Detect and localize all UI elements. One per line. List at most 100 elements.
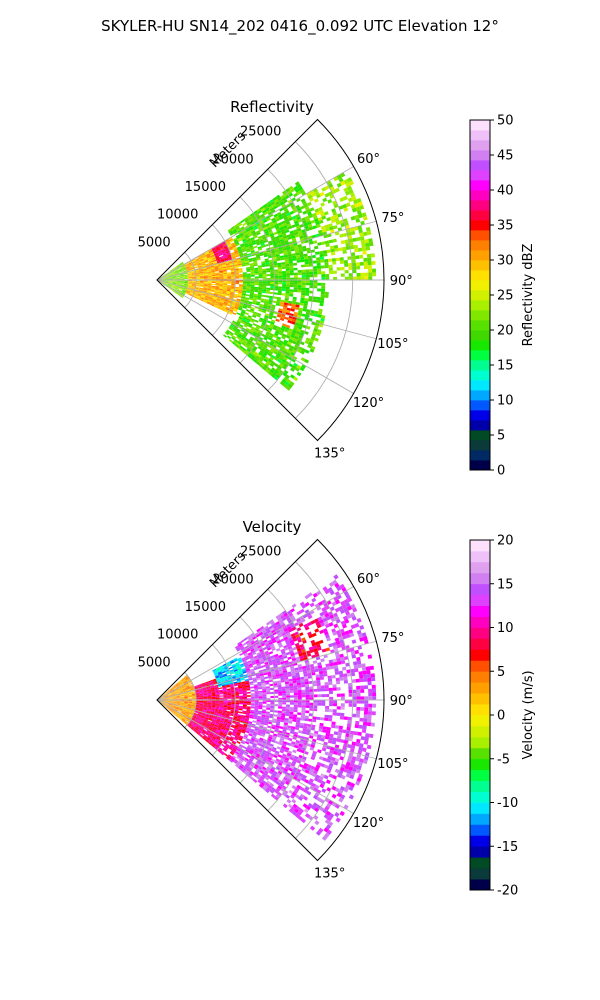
radar-cell xyxy=(241,716,246,719)
radar-cell xyxy=(199,283,204,285)
radar-cell xyxy=(237,318,243,322)
azimuth-gridline xyxy=(156,166,354,281)
radar-cell xyxy=(277,682,282,686)
radar-cell xyxy=(319,191,325,197)
radar-cell xyxy=(359,232,364,237)
radar-cell xyxy=(187,272,192,274)
radar-cell xyxy=(247,324,252,328)
radar-cell xyxy=(188,716,192,719)
radar-cell xyxy=(168,703,172,706)
radar-cell xyxy=(289,210,295,215)
radar-cell xyxy=(188,277,193,279)
radar-cell xyxy=(197,263,202,266)
radar-cell xyxy=(200,726,204,729)
radar-cell xyxy=(199,718,204,721)
radar-cell xyxy=(274,363,279,368)
radar-cell xyxy=(180,278,185,280)
radar-cell xyxy=(253,260,258,263)
radar-cell xyxy=(203,285,208,288)
radar-cell xyxy=(163,284,167,287)
radar-cell xyxy=(256,664,262,668)
radar-cell xyxy=(201,713,206,716)
radar-cell xyxy=(248,301,253,304)
radar-cell xyxy=(281,335,286,340)
radar-cell xyxy=(260,722,265,725)
radar-cell xyxy=(237,263,242,266)
radar-cell xyxy=(259,746,265,750)
radar-cell xyxy=(190,290,195,293)
radar-cell xyxy=(172,275,177,277)
radar-cell xyxy=(205,253,210,256)
radar-cell xyxy=(239,275,244,278)
radar-cell xyxy=(273,714,278,717)
radar-cell xyxy=(266,225,271,229)
radar-cell xyxy=(259,671,264,675)
radar-cell xyxy=(348,189,354,194)
radar-cell xyxy=(211,701,216,702)
radar-cell xyxy=(215,300,220,303)
radar-cell xyxy=(196,701,200,703)
radar-cell xyxy=(242,689,247,691)
radar-cell xyxy=(268,240,273,244)
radar-cell xyxy=(182,267,186,270)
radar-cell xyxy=(319,256,324,260)
radar-cell xyxy=(245,246,250,250)
radar-cell xyxy=(245,762,250,767)
radar-cell xyxy=(168,704,172,706)
radar-cell xyxy=(182,687,186,690)
radar-cell xyxy=(179,284,184,287)
radar-cell xyxy=(215,690,219,692)
radar-cell xyxy=(218,268,223,271)
radar-cell xyxy=(211,269,215,272)
radar-cell xyxy=(170,708,174,711)
radar-cell xyxy=(194,291,199,294)
radar-cell xyxy=(192,282,196,284)
radar-cell xyxy=(176,282,181,283)
radar-cell xyxy=(190,711,194,714)
radar-cell xyxy=(221,726,226,730)
radar-cell xyxy=(271,209,276,214)
radar-cell xyxy=(258,646,263,651)
radar-cell xyxy=(166,706,170,710)
radar-cell xyxy=(174,708,178,711)
radar-cell xyxy=(231,321,236,325)
radar-cell xyxy=(284,298,289,301)
radar-cell xyxy=(211,270,216,273)
radar-cell xyxy=(211,271,216,274)
radar-cell xyxy=(224,730,229,734)
radar-cell xyxy=(220,678,225,681)
colorbar-swatch xyxy=(470,300,490,311)
radar-cell xyxy=(283,224,288,229)
radar-cell xyxy=(282,250,288,254)
radar-cell xyxy=(181,292,186,295)
radar-cell xyxy=(241,657,246,661)
radar-cell xyxy=(217,727,222,730)
radar-cell xyxy=(164,275,168,278)
radar-cell xyxy=(175,286,180,288)
radar-cell xyxy=(215,731,220,735)
radar-cell xyxy=(164,695,168,698)
radar-cell xyxy=(190,686,194,689)
radar-cell xyxy=(230,291,235,294)
radar-cell xyxy=(271,737,277,741)
radar-cell xyxy=(254,219,259,224)
radar-cell xyxy=(269,687,274,691)
radar-cell xyxy=(284,218,290,223)
radar-cell xyxy=(220,308,225,312)
radar-cell xyxy=(293,311,299,315)
radar-cell xyxy=(233,669,238,672)
radar-cell xyxy=(181,686,186,689)
radar-cell xyxy=(186,718,191,722)
radar-cell xyxy=(279,255,285,259)
radar-cell xyxy=(199,284,204,286)
radar-cell xyxy=(285,291,290,294)
radar-cell xyxy=(222,266,227,269)
radar-cell xyxy=(201,712,206,715)
radar-cell xyxy=(215,696,220,698)
radar-cell xyxy=(236,730,241,734)
radar-cell xyxy=(206,302,211,305)
radar-cell xyxy=(178,716,182,720)
radar-cell xyxy=(219,275,224,277)
radar-cell xyxy=(195,718,200,721)
radar-cell xyxy=(214,254,219,257)
